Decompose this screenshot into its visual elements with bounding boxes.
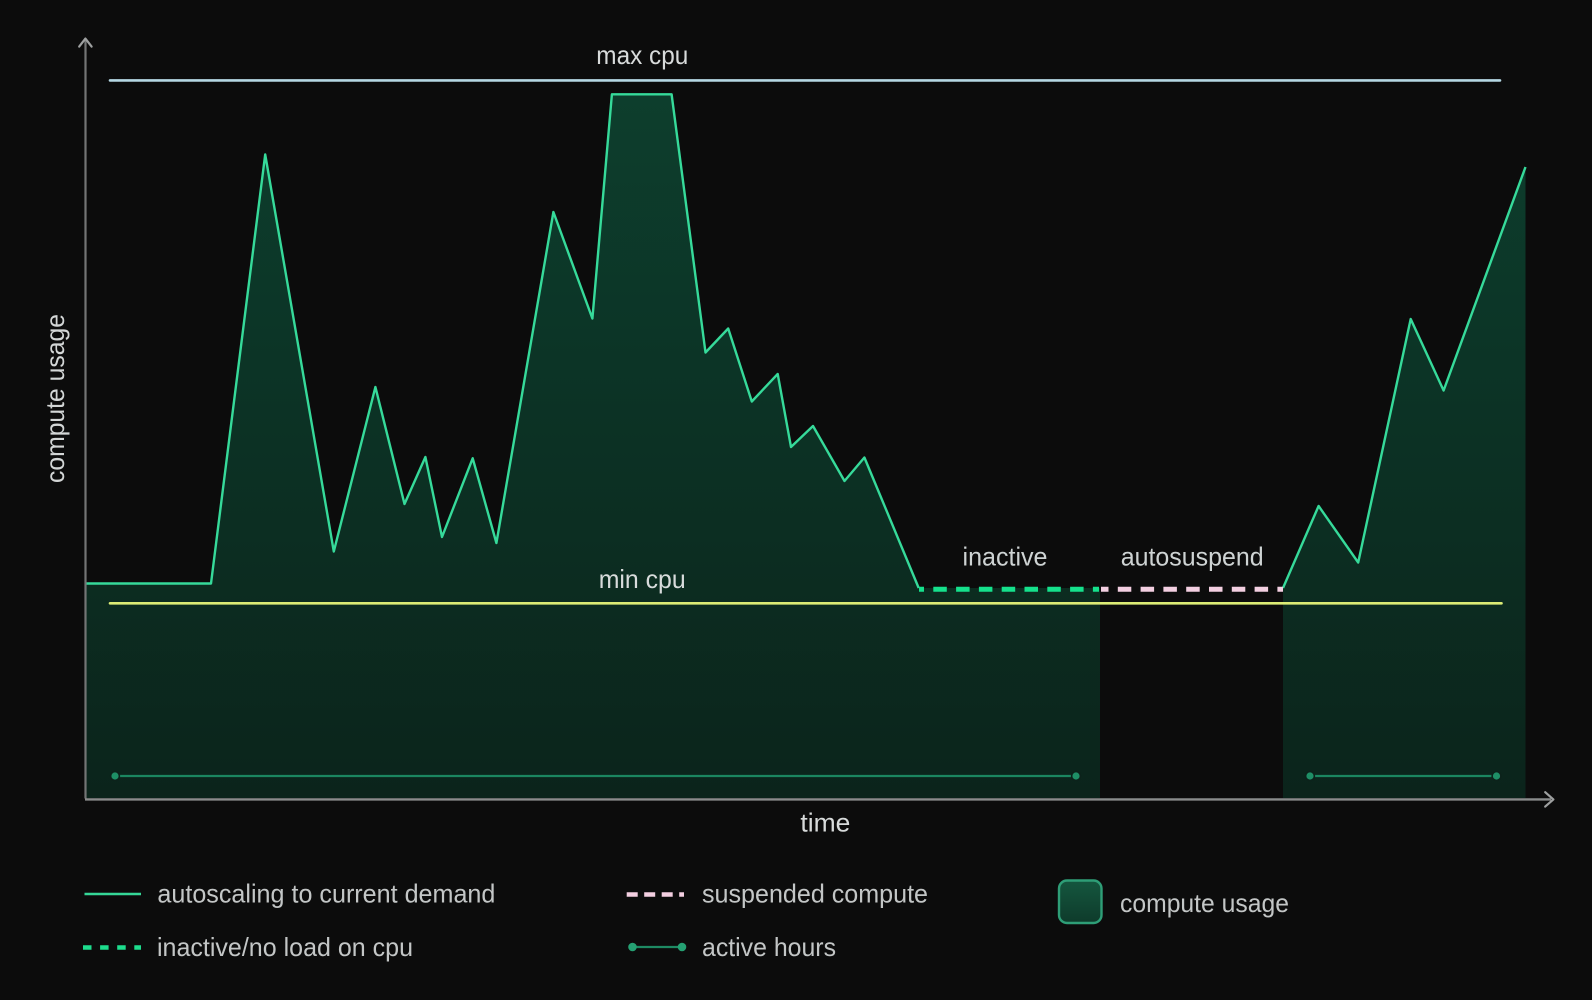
svg-text:compute usage: compute usage bbox=[1120, 888, 1289, 918]
svg-text:suspended compute: suspended compute bbox=[702, 878, 928, 908]
svg-text:autoscaling to current demand: autoscaling to current demand bbox=[157, 878, 495, 908]
svg-text:active hours: active hours bbox=[702, 932, 836, 962]
svg-text:compute usage: compute usage bbox=[40, 314, 70, 483]
svg-text:max cpu: max cpu bbox=[596, 40, 688, 70]
svg-text:inactive/no load on cpu: inactive/no load on cpu bbox=[157, 932, 413, 962]
svg-text:inactive: inactive bbox=[963, 541, 1048, 571]
svg-text:time: time bbox=[800, 808, 850, 838]
svg-text:min cpu: min cpu bbox=[599, 564, 686, 594]
svg-text:autosuspend: autosuspend bbox=[1121, 541, 1264, 571]
